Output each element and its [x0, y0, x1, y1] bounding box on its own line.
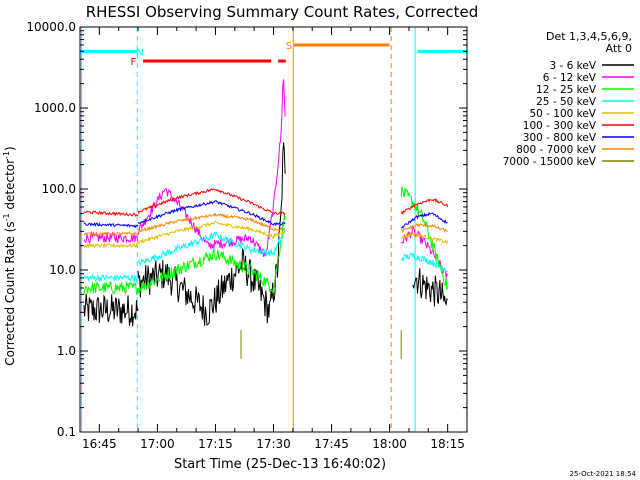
series-5-segment-3	[400, 198, 449, 216]
x-tick-label-4: 17:45	[314, 437, 349, 451]
series-5-segment-2	[137, 188, 286, 216]
legend-label-0: 3 - 6 keV	[549, 60, 596, 72]
legend-label-4: 50 - 100 keV	[529, 108, 596, 120]
flag-label-S: S	[286, 41, 292, 52]
series-0-segment-2	[137, 142, 286, 326]
y-tick-label-3: 100.0	[42, 182, 76, 196]
y-axis-label: Corrected Count Rate (s-1 detector-1)	[2, 146, 17, 365]
legend-label-1: 6 - 12 keV	[543, 72, 597, 84]
x-tick-label-0: 16:45	[82, 437, 117, 451]
x-tick-label-1: 17:00	[140, 437, 175, 451]
x-tick-label-6: 18:15	[430, 437, 465, 451]
x-tick-label-3: 17:30	[256, 437, 291, 451]
legend-detectors: Det 1,3,4,5,6,9,	[546, 30, 632, 43]
flag-label-N: N	[136, 47, 143, 58]
series-0-segment-3	[412, 268, 448, 307]
y-tick-label-1: 1.0	[57, 344, 76, 358]
legend-label-3: 25 - 50 keV	[536, 96, 597, 108]
series-6-segment-2	[137, 200, 286, 227]
footer-date: 25-Oct-2021 18:54	[570, 470, 637, 478]
flag-label-F: F	[131, 57, 137, 68]
series-4-segment-1	[83, 242, 139, 250]
series-0-segment-1	[83, 293, 139, 327]
series-1-segment-2	[137, 79, 286, 258]
legend-attenuator: Att 0	[606, 42, 632, 55]
series-2-segment-3	[400, 186, 449, 290]
legend-label-5: 100 - 300 keV	[523, 120, 597, 132]
legend-label-2: 12 - 25 keV	[536, 84, 597, 96]
x-tick-label-5: 18:00	[372, 437, 407, 451]
series-2-segment-1	[83, 280, 139, 296]
series-7-segment-2	[137, 212, 286, 233]
y-tick-label-0: 0.1	[57, 425, 76, 439]
legend-label-8: 7000 - 15000 keV	[503, 156, 597, 168]
legend-label-6: 300 - 800 keV	[523, 132, 597, 144]
series-3-segment-2	[137, 229, 286, 267]
y-tick-label-5: 10000.0	[26, 20, 76, 34]
series-3-segment-3	[400, 252, 448, 273]
axes: 0.1 1.0 10.0 100.0 1000.0 10000.0 16:45 17:00 17…	[26, 20, 468, 451]
plot-lines: NF S	[80, 27, 468, 432]
series-7-segment-1	[83, 230, 139, 237]
series-2-segment-2	[137, 213, 286, 294]
x-axis-label: Start Time (25-Dec-13 16:40:02)	[174, 457, 386, 472]
chart-title: RHESSI Observing Summary Count Rates, Co…	[86, 3, 479, 21]
series-6-segment-1	[83, 221, 139, 229]
series-6-segment-3	[401, 211, 448, 229]
y-tick-label-4: 1000.0	[34, 101, 76, 115]
series-7-segment-3	[400, 223, 448, 234]
series-4-segment-2	[137, 220, 286, 245]
x-tick-label-2: 17:15	[198, 437, 233, 451]
series-3-segment-1	[83, 273, 139, 283]
y-tick-label-2: 10.0	[49, 263, 76, 277]
legend-label-7: 800 - 7000 keV	[516, 144, 597, 156]
series-4-segment-3	[400, 231, 449, 245]
series-5-segment-1	[83, 210, 139, 218]
